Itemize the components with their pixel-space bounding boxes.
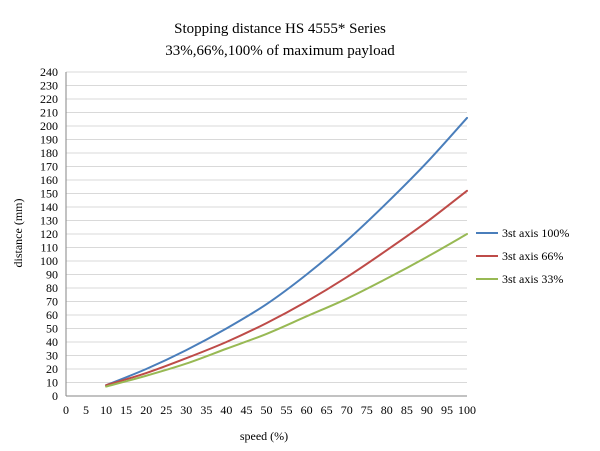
x-tick-label: 5 bbox=[83, 403, 89, 417]
legend: 3st axis 100% 3st axis 66% 3st axis 33% bbox=[476, 226, 569, 286]
legend-label: 3st axis 66% bbox=[502, 249, 563, 263]
y-tick-label: 80 bbox=[46, 281, 58, 295]
y-tick-label: 180 bbox=[40, 146, 58, 160]
y-tick-label: 20 bbox=[46, 362, 58, 376]
y-tick-label: 240 bbox=[40, 65, 58, 79]
y-tick-label: 130 bbox=[40, 214, 58, 228]
x-tick-labels: 0 5 10 15 20 25 30 35 40 45 50 55 60 65 70 75 80 85 90 95 10… bbox=[63, 403, 476, 417]
y-tick-label: 210 bbox=[40, 106, 58, 120]
y-tick-label: 0 bbox=[52, 389, 58, 403]
y-tick-label: 100 bbox=[40, 254, 58, 268]
y-tick-label: 60 bbox=[46, 308, 58, 322]
series-lines bbox=[105, 116, 468, 388]
legend-label: 3st axis 100% bbox=[502, 226, 569, 240]
x-tick-label: 15 bbox=[120, 403, 132, 417]
x-tick-label: 50 bbox=[261, 403, 273, 417]
x-tick-label: 35 bbox=[200, 403, 212, 417]
y-tick-label: 140 bbox=[40, 200, 58, 214]
series-line-0 bbox=[105, 116, 468, 387]
y-tick-label: 10 bbox=[46, 376, 58, 390]
y-tick-label: 160 bbox=[40, 173, 58, 187]
x-tick-label: 55 bbox=[281, 403, 293, 417]
x-tick-label: 70 bbox=[341, 403, 353, 417]
x-tick-label: 10 bbox=[100, 403, 112, 417]
x-tick-label: 45 bbox=[240, 403, 252, 417]
y-tick-label: 200 bbox=[40, 119, 58, 133]
y-tick-label: 50 bbox=[46, 322, 58, 336]
x-tick-label: 95 bbox=[441, 403, 453, 417]
x-tick-label: 25 bbox=[160, 403, 172, 417]
y-tick-label: 220 bbox=[40, 92, 58, 106]
x-axis-title: speed (%) bbox=[240, 429, 288, 443]
x-tick-label: 100 bbox=[458, 403, 476, 417]
y-tick-labels: 0102030405060708090100110120130140150160… bbox=[40, 65, 58, 403]
series-line-2 bbox=[105, 233, 468, 388]
grid-lines bbox=[66, 71, 467, 383]
y-tick-label: 90 bbox=[46, 268, 58, 282]
y-tick-label: 150 bbox=[40, 187, 58, 201]
x-tick-label: 80 bbox=[381, 403, 393, 417]
x-tick-label: 75 bbox=[361, 403, 373, 417]
x-tick-label: 0 bbox=[63, 403, 69, 417]
y-tick-label: 40 bbox=[46, 335, 58, 349]
x-tick-label: 60 bbox=[301, 403, 313, 417]
x-tick-label: 65 bbox=[321, 403, 333, 417]
axes bbox=[65, 72, 467, 397]
x-tick-label: 85 bbox=[401, 403, 413, 417]
y-tick-label: 70 bbox=[46, 295, 58, 309]
y-tick-label: 190 bbox=[40, 133, 58, 147]
y-tick-label: 110 bbox=[40, 241, 58, 255]
x-tick-label: 40 bbox=[220, 403, 232, 417]
legend-label: 3st axis 33% bbox=[502, 272, 563, 286]
y-tick-label: 30 bbox=[46, 349, 58, 363]
chart-title: Stopping distance HS 4555* Series bbox=[174, 21, 386, 37]
y-tick-label: 120 bbox=[40, 227, 58, 241]
y-axis-title: distance (mm) bbox=[11, 199, 25, 268]
x-tick-label: 30 bbox=[180, 403, 192, 417]
y-tick-label: 170 bbox=[40, 160, 58, 174]
y-tick-label: 230 bbox=[40, 79, 58, 93]
x-tick-label: 90 bbox=[421, 403, 433, 417]
series-line-1 bbox=[105, 189, 468, 387]
x-tick-label: 20 bbox=[140, 403, 152, 417]
chart-subtitle: 33%,66%,100% of maximum payload bbox=[165, 43, 395, 59]
